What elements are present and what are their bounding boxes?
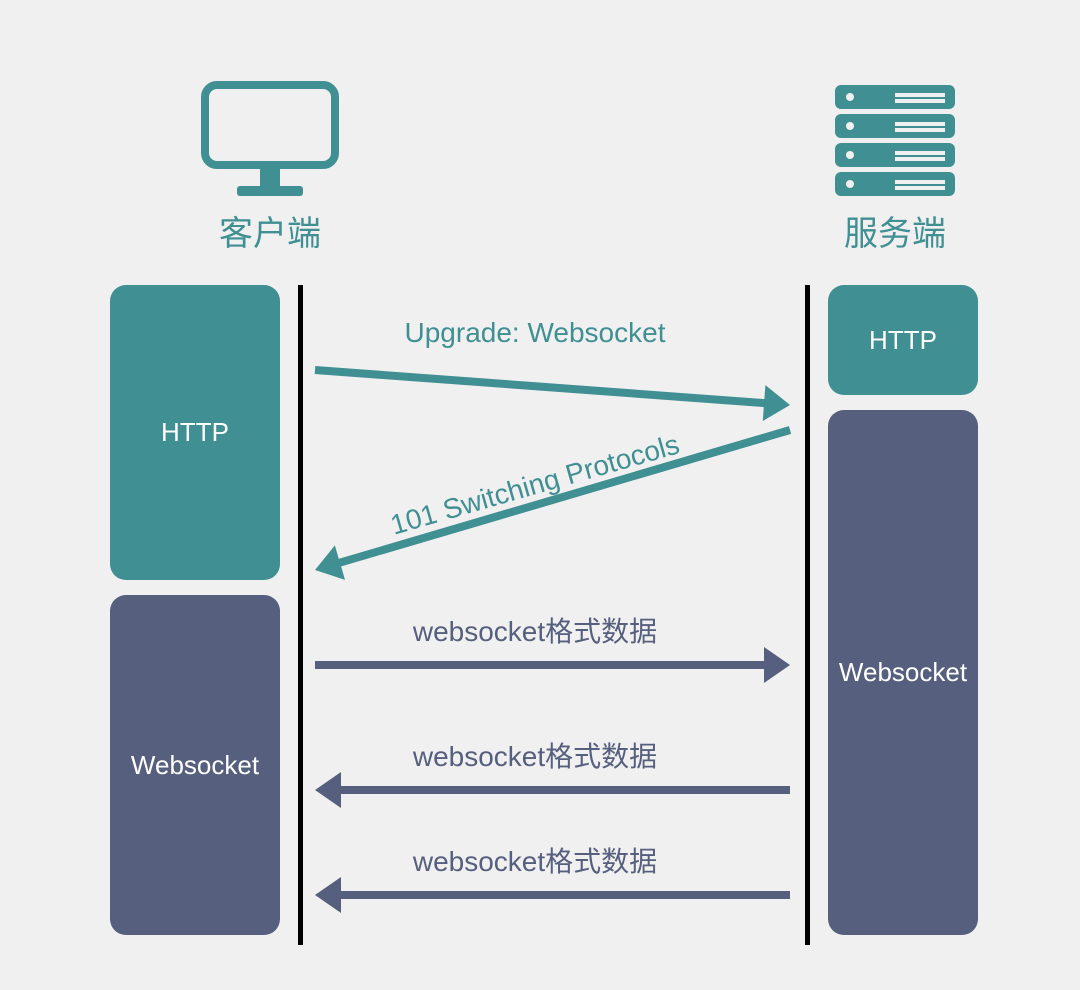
client-ws-label: Websocket	[131, 750, 259, 781]
arrow-line-0	[315, 370, 774, 404]
arrow-head-4	[315, 877, 341, 913]
arrow-head-2	[764, 647, 790, 683]
client-label: 客户端	[219, 206, 321, 255]
server-icon	[820, 80, 970, 200]
server-label: 服务端	[844, 206, 946, 255]
monitor-icon	[195, 80, 345, 200]
arrow-label-3: websocket格式数据	[413, 735, 657, 775]
server-http-box: HTTP	[828, 285, 978, 395]
client-ws-box: Websocket	[110, 595, 280, 935]
server-ws-label: Websocket	[839, 657, 967, 688]
server-area: 服务端	[820, 80, 970, 255]
websocket-handshake-diagram: 客户端 服务端 HTTP Websocket HTTP Websocket	[0, 0, 1080, 990]
server-lifeline	[805, 285, 810, 945]
arrow-line-1	[330, 430, 790, 566]
arrow-label-0: Upgrade: Websocket	[405, 317, 666, 349]
arrow-label-1: 101 Switching Protocols	[387, 428, 683, 541]
arrow-head-3	[315, 772, 341, 808]
client-http-label: HTTP	[161, 417, 229, 448]
server-http-label: HTTP	[869, 325, 937, 356]
arrow-head-0	[763, 385, 790, 421]
client-lifeline	[298, 285, 303, 945]
arrow-head-1	[315, 545, 345, 580]
arrow-label-2: websocket格式数据	[413, 610, 657, 650]
server-ws-box: Websocket	[828, 410, 978, 935]
arrow-label-4: websocket格式数据	[413, 840, 657, 880]
client-http-box: HTTP	[110, 285, 280, 580]
client-area: 客户端	[195, 80, 345, 255]
